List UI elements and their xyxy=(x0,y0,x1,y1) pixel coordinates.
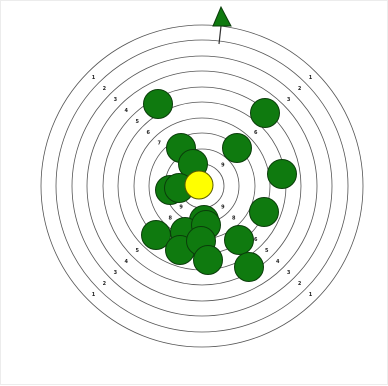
ring-5 xyxy=(102,86,302,286)
shot-mark xyxy=(250,98,280,128)
ring-label-9: 9 xyxy=(179,204,183,210)
ring-label-2: 2 xyxy=(103,86,107,92)
shot-mark xyxy=(193,245,223,275)
shot-group xyxy=(141,89,297,282)
ring-label-1: 1 xyxy=(92,292,96,298)
shot-mark xyxy=(224,225,254,255)
ring-2 xyxy=(55,39,349,333)
ring-label-1: 1 xyxy=(92,75,96,81)
shot-mark xyxy=(141,220,171,250)
ring-label-1: 1 xyxy=(309,292,313,298)
ring-label-4: 4 xyxy=(125,108,129,114)
ring-label-3: 3 xyxy=(287,97,291,103)
ring-label-4: 4 xyxy=(125,259,129,265)
ring-label-3: 3 xyxy=(114,97,118,103)
shot-mark xyxy=(234,252,264,282)
ring-label-5: 5 xyxy=(136,248,140,254)
ring-label-6: 6 xyxy=(147,130,151,136)
ring-label-1: 1 xyxy=(309,75,313,81)
ring-label-9: 9 xyxy=(221,163,225,169)
ring-label-6: 6 xyxy=(254,130,258,136)
ring-label-2: 2 xyxy=(298,86,302,92)
ring-label-6: 6 xyxy=(254,237,258,243)
ring-label-5: 5 xyxy=(265,248,269,254)
ring-label-3: 3 xyxy=(287,270,291,276)
arrow-head xyxy=(212,5,232,27)
ring-label-9: 9 xyxy=(221,204,225,210)
shot-mark xyxy=(222,133,252,163)
target-rings xyxy=(40,24,364,348)
ring-label-8: 8 xyxy=(168,215,172,221)
ring-label-2: 2 xyxy=(298,281,302,287)
ring-label-4: 4 xyxy=(276,259,280,265)
shot-mark xyxy=(249,197,279,227)
ring-label-3: 3 xyxy=(114,270,118,276)
arrow-shaft xyxy=(218,25,222,45)
ring-label-8: 8 xyxy=(232,215,236,221)
highlighted-shot-mark xyxy=(184,170,214,200)
shot-mark xyxy=(267,159,297,189)
ring-1 xyxy=(40,24,364,348)
ring-3 xyxy=(71,55,333,317)
ring-label-2: 2 xyxy=(103,281,107,287)
ring-4 xyxy=(86,70,318,302)
shot-mark xyxy=(143,89,173,119)
ring-label-7: 7 xyxy=(157,141,161,147)
north-arrow-icon xyxy=(212,5,232,45)
ring-label-5: 5 xyxy=(136,119,140,125)
